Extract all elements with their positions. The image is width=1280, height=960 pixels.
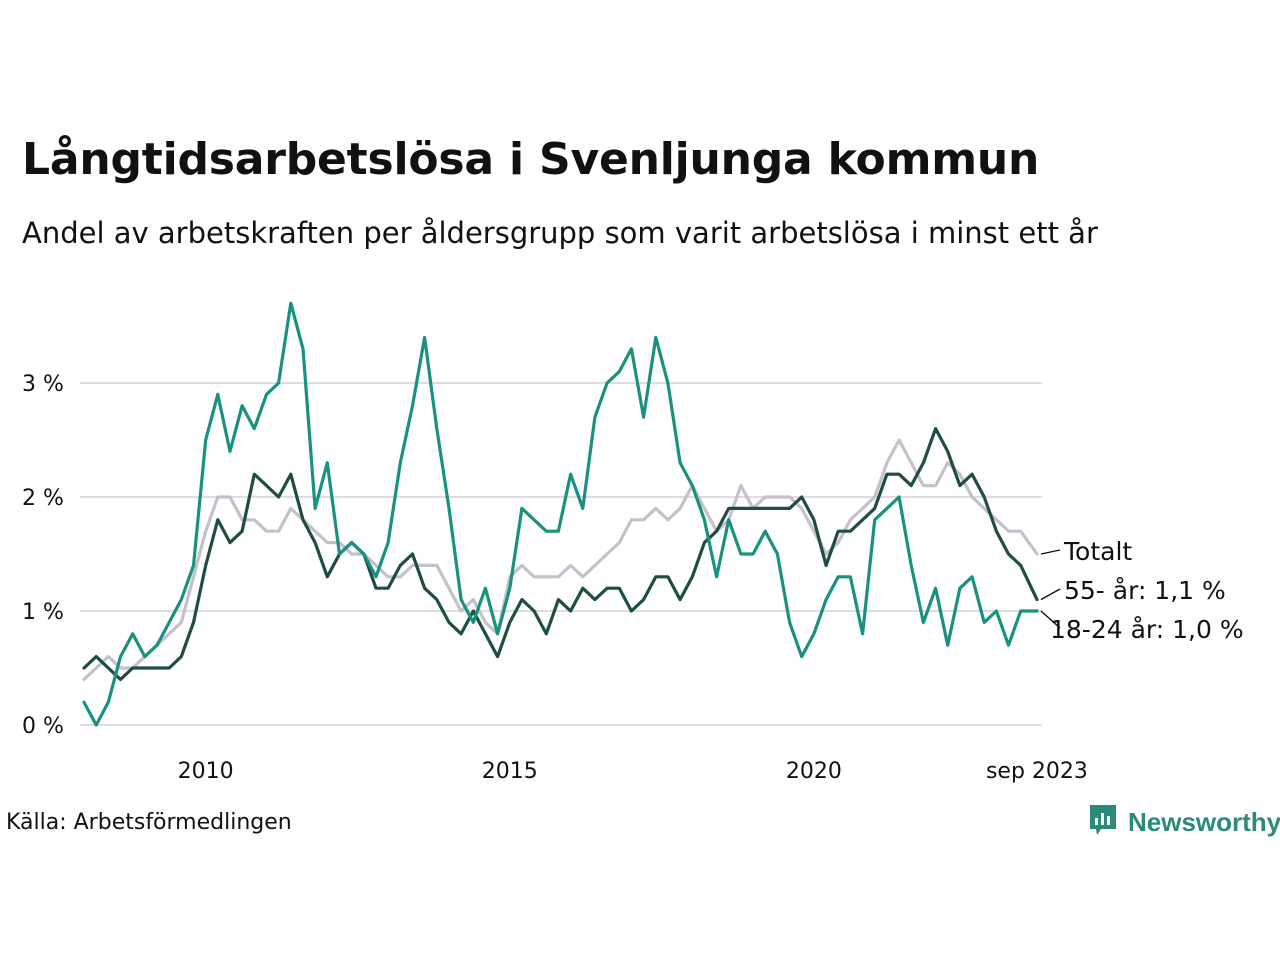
series-label-layer: Totalt 55- år: 1,1 % 18-24 år: 1,0 % — [1040, 537, 1244, 644]
source-note: Källa: Arbetsförmedlingen — [6, 810, 292, 835]
series-line-3 — [82, 301, 1039, 727]
series-layer — [82, 301, 1039, 727]
x-tick-label: sep 2023 — [986, 759, 1088, 784]
chart-subtitle: Andel av arbetskraften per åldersgrupp s… — [22, 216, 1098, 250]
axis-layer: 0 % 1 % 2 % 3 % 2010 2015 2020 sep 2023 — [22, 372, 1088, 784]
brand-logo[interactable]: Newsworthy — [1088, 803, 1280, 841]
y-tick-label: 2 % — [22, 486, 64, 511]
label-leader-line — [1040, 549, 1061, 555]
series-line-2 — [82, 427, 1039, 681]
label-leader-line — [1040, 588, 1061, 601]
x-tick-label: 2020 — [786, 759, 842, 784]
brand-name: Newsworthy — [1128, 806, 1280, 837]
y-tick-label: 3 % — [22, 372, 64, 397]
y-tick-label: 1 % — [22, 600, 64, 625]
label-leader-line — [1040, 610, 1061, 629]
series-end-label: 55- år: 1,1 % — [1064, 576, 1226, 605]
series-line-1 — [82, 438, 1039, 681]
x-tick-label: 2015 — [482, 759, 538, 784]
x-tick-label: 2010 — [178, 759, 234, 784]
chart-title: Långtidsarbetslösa i Svenljunga kommun — [22, 134, 1040, 185]
series-end-label: Totalt — [1063, 537, 1132, 566]
grid-layer — [80, 382, 1042, 726]
y-tick-label: 0 % — [22, 714, 64, 739]
series-end-label: 18-24 år: 1,0 % — [1050, 615, 1244, 644]
newsworthy-logo-icon — [1088, 803, 1118, 841]
